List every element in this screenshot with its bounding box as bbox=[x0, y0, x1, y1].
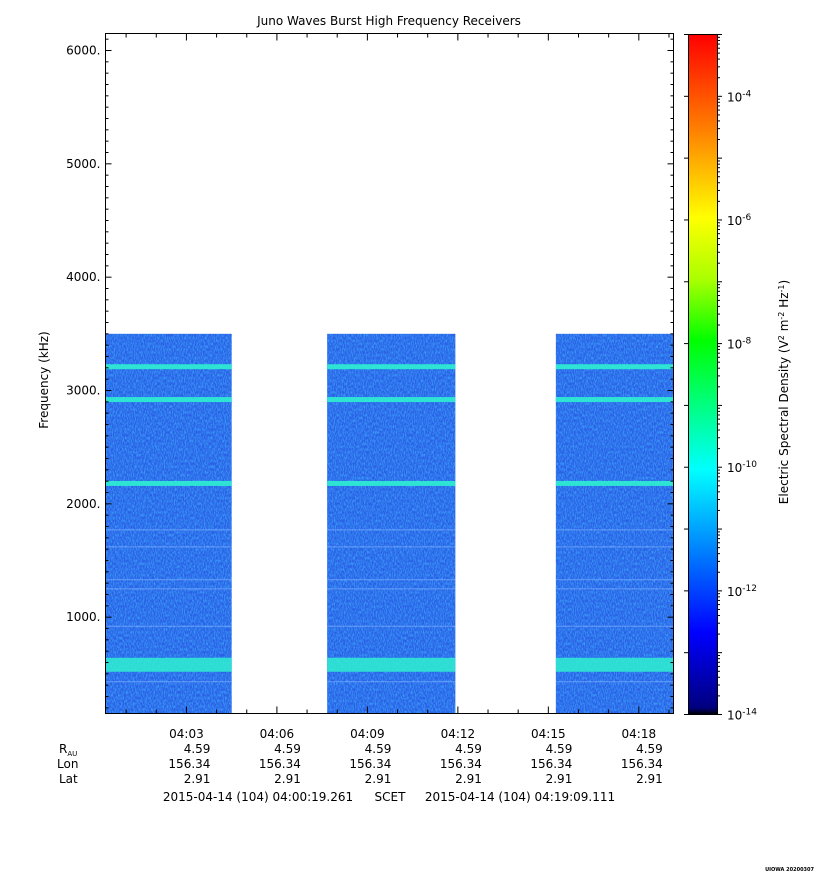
emission-band bbox=[105, 364, 232, 370]
ephem-r-value: 4.59 bbox=[184, 742, 211, 756]
emission-band bbox=[555, 397, 674, 403]
ephem-lon-label: Lon bbox=[57, 757, 78, 771]
y-tick-label: 5000. bbox=[66, 157, 100, 171]
ephem-r-value: 4.59 bbox=[546, 742, 573, 756]
x-tick-label: 04:12 bbox=[441, 727, 476, 741]
ephem-r-label: RAU bbox=[59, 742, 77, 758]
emission-band bbox=[327, 397, 456, 403]
segment-noise bbox=[327, 333, 456, 714]
emission-band bbox=[105, 657, 232, 672]
colorbar-tick-label: 10-14 bbox=[727, 708, 757, 723]
y-axis-label: Frequency (kHz) bbox=[37, 331, 51, 428]
ephem-lon-value: 156.34 bbox=[530, 757, 572, 771]
time-range-line: 2015-04-14 (104) 04:00:19.261 SCET 2015-… bbox=[163, 790, 615, 804]
emission-band bbox=[327, 364, 456, 370]
y-tick-label: 4000. bbox=[66, 270, 100, 284]
x-tick-label: 04:18 bbox=[622, 727, 657, 741]
ephem-lon-value: 156.34 bbox=[440, 757, 482, 771]
emission-band bbox=[555, 480, 674, 486]
time-start: 2015-04-14 (104) 04:00:19.261 bbox=[163, 790, 353, 804]
ephem-lon-value: 156.34 bbox=[168, 757, 210, 771]
ephemeris-values: 4.59156.342.914.59156.342.914.59156.342.… bbox=[168, 742, 662, 786]
chart-title: Juno Waves Burst High Frequency Receiver… bbox=[256, 14, 521, 28]
colorbar-label: Electric Spectral Density (V2 m-2 Hz-1) bbox=[777, 280, 792, 504]
x-tick-label: 04:09 bbox=[350, 727, 385, 741]
segment-noise bbox=[555, 333, 674, 714]
ephem-lat-value: 2.91 bbox=[184, 772, 211, 786]
x-axis-ticks: 04:03 04:06 04:09 04:12 04:15 04:18 bbox=[125, 33, 670, 741]
time-scet-label: SCET bbox=[375, 790, 407, 804]
colorbar-gradient bbox=[688, 34, 718, 715]
emission-band bbox=[105, 397, 232, 403]
spectrogram-segment-3 bbox=[555, 333, 674, 714]
ephem-r-value: 4.59 bbox=[455, 742, 482, 756]
ephemeris-table: RAU Lon Lat 4.59156.342.914.59156.342.91… bbox=[57, 742, 663, 786]
y-axis-ticks: 1000. 2000. 3000. 4000. 5000. 6000. bbox=[66, 38, 674, 709]
colorbar-tick-label: 10-4 bbox=[727, 89, 752, 104]
x-tick-label: 04:03 bbox=[169, 727, 204, 741]
ephem-lat-label: Lat bbox=[59, 772, 78, 786]
y-tick-label: 2000. bbox=[66, 497, 100, 511]
time-end: 2015-04-14 (104) 04:19:09.111 bbox=[425, 790, 615, 804]
ephem-lat-value: 2.91 bbox=[365, 772, 392, 786]
colorbar-tick-label: 10-8 bbox=[727, 337, 752, 352]
data-segments bbox=[105, 333, 674, 714]
ephem-lon-value: 156.34 bbox=[621, 757, 663, 771]
ephem-lat-value: 2.91 bbox=[636, 772, 663, 786]
colorbar: 10-14 10-12 10-10 10-8 10-6 10-4 Electric Spe… bbox=[684, 34, 792, 723]
x-tick-label: 04:06 bbox=[260, 727, 295, 741]
spectrogram-segment-1 bbox=[105, 333, 232, 714]
ephem-lat-value: 2.91 bbox=[546, 772, 573, 786]
colorbar-tick-label: 10-6 bbox=[727, 213, 752, 228]
plot-area: 1000.2000.3000.4000.5000.6000. 04:03 04:0… bbox=[66, 33, 674, 741]
ephem-lon-value: 156.34 bbox=[349, 757, 391, 771]
credit-label: UIOWA 20200307 bbox=[765, 867, 814, 873]
ephem-r-value: 4.59 bbox=[365, 742, 392, 756]
colorbar-tick-label: 10-10 bbox=[727, 460, 757, 475]
spectrogram-segment-2 bbox=[327, 333, 456, 714]
segment-noise bbox=[105, 333, 232, 714]
emission-band bbox=[555, 657, 674, 672]
x-tick-label: 04:15 bbox=[531, 727, 566, 741]
ephem-lat-value: 2.91 bbox=[455, 772, 482, 786]
emission-band bbox=[555, 364, 674, 370]
ephem-r-value: 4.59 bbox=[636, 742, 663, 756]
y-tick-label: 6000. bbox=[66, 44, 100, 58]
colorbar-ticks: 10-14 10-12 10-10 10-8 10-6 10-4 bbox=[684, 34, 757, 723]
colorbar-tick-label: 10-12 bbox=[727, 584, 757, 599]
ephem-lon-value: 156.34 bbox=[259, 757, 301, 771]
emission-band bbox=[327, 480, 456, 486]
y-tick-label: 1000. bbox=[66, 610, 100, 624]
y-tick-label: 3000. bbox=[66, 384, 100, 398]
ephem-lat-value: 2.91 bbox=[274, 772, 301, 786]
ephem-r-value: 4.59 bbox=[274, 742, 301, 756]
emission-band bbox=[105, 480, 232, 486]
emission-band bbox=[327, 657, 456, 672]
